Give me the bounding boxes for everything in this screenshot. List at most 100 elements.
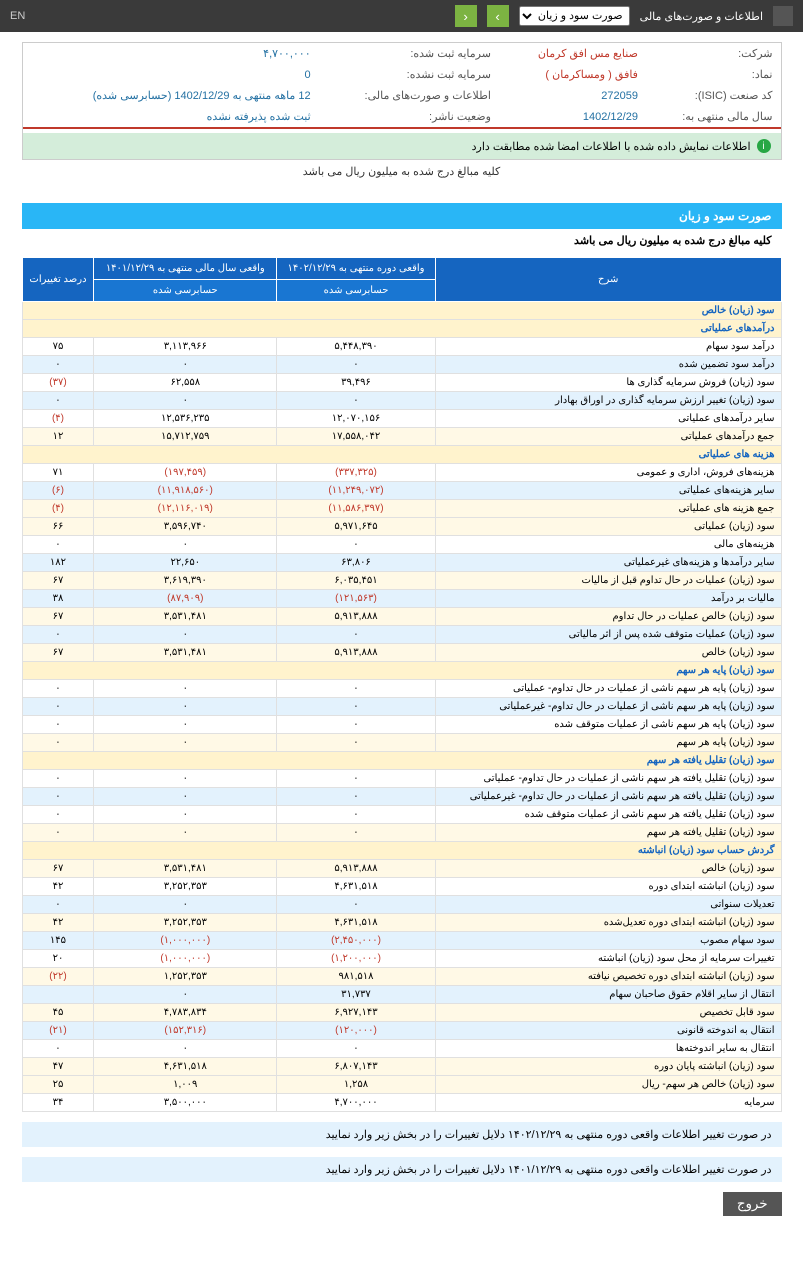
table-row: سود (زیان) خالص هر سهم- ریال۱,۲۵۸۱,۰۰۹۲۵	[22, 1076, 781, 1094]
row-desc: سود (زیان) خالص هر سهم- ریال	[435, 1076, 781, 1094]
row-v1: ۴,۶۳۱,۵۱۸	[277, 878, 436, 896]
row-chg: (۴)	[22, 410, 94, 428]
table-row: سود (زیان) عملیات در حال تداوم قبل از ما…	[22, 572, 781, 590]
row-chg: ۱۴۵	[22, 932, 94, 950]
table-row: سود (زیان) تقلیل یافته هر سهم ناشی از عم…	[22, 806, 781, 824]
row-v1: (۱۱,۵۸۶,۳۹۷)	[277, 500, 436, 518]
row-chg: ۴۲	[22, 878, 94, 896]
exit-button[interactable]: خروج	[723, 1192, 782, 1216]
row-desc: سود (زیان) پایه هر سهم ناشی از عملیات در…	[435, 698, 781, 716]
row-desc: سود (زیان) عملیاتی	[435, 518, 781, 536]
lang-en[interactable]: EN	[10, 10, 25, 22]
section-subtitle: کلیه مبالغ درج شده به میلیون ریال می باش…	[22, 229, 782, 252]
row-v1: ۰	[277, 680, 436, 698]
row-chg: ۳۴	[22, 1094, 94, 1112]
row-desc: سایر درآمدها و هزینه‌های غیرعملیاتی	[435, 554, 781, 572]
row-chg: ۰	[22, 680, 94, 698]
row-desc: سود (زیان) عملیات در حال تداوم قبل از ما…	[435, 572, 781, 590]
row-desc: سود (زیان) انباشته ابتدای دوره تخصیص نیا…	[435, 968, 781, 986]
table-row: سود (زیان) فروش سرمایه گذاری ها۳۹,۴۹۶۶۲,…	[22, 374, 781, 392]
statement-select[interactable]: صورت سود و زیان	[519, 6, 630, 26]
row-chg: ۶۷	[22, 644, 94, 662]
row-v1: (۳۳۷,۳۲۵)	[277, 464, 436, 482]
row-v2: ۱,۲۵۲,۳۵۳	[94, 968, 277, 986]
row-desc: هزینه‌های مالی	[435, 536, 781, 554]
row-desc: هزینه های عملیاتی	[22, 446, 781, 464]
row-chg: ۶۷	[22, 860, 94, 878]
next-button[interactable]: ›	[487, 5, 509, 27]
row-chg: ۷۵	[22, 338, 94, 356]
table-row: سایر هزینه‌های عملیاتی(۱۱,۲۴۹,۰۷۲)(۱۱,۹۱…	[22, 482, 781, 500]
row-v2: ۰	[94, 896, 277, 914]
row-desc: تغییرات سرمایه از محل سود (زیان) انباشته	[435, 950, 781, 968]
row-desc: جمع درآمدهای عملیاتی	[435, 428, 781, 446]
row-chg: (۲۱)	[22, 1022, 94, 1040]
row-chg: ۴۵	[22, 1004, 94, 1022]
row-desc: سود (زیان) انباشته ابتدای دوره	[435, 878, 781, 896]
row-v1: ۵,۹۱۳,۸۸۸	[277, 860, 436, 878]
row-desc: گردش حساب سود (زیان) انباشته	[22, 842, 781, 860]
row-v1: ۵,۹۱۳,۸۸۸	[277, 644, 436, 662]
table-row: سود (زیان) عملیاتی۵,۹۷۱,۶۴۵۳,۵۹۶,۷۴۰۶۶	[22, 518, 781, 536]
row-v1: ۰	[277, 626, 436, 644]
isic: 272059	[499, 85, 646, 106]
row-v2: ۰	[94, 716, 277, 734]
row-v1: ۶,۸۰۷,۱۴۳	[277, 1058, 436, 1076]
capital-unreg-label: سرمایه ثبت نشده:	[319, 64, 499, 85]
table-row: سود (زیان) خالص عملیات در حال تداوم۵,۹۱۳…	[22, 608, 781, 626]
table-row: درآمد سود تضمین شده۰۰۰	[22, 356, 781, 374]
table-row: تعدیلات سنواتی۰۰۰	[22, 896, 781, 914]
row-v2: ۱۵,۷۱۲,۷۵۹	[94, 428, 277, 446]
isic-label: کد صنعت (ISIC):	[646, 85, 781, 106]
row-chg: ۰	[22, 356, 94, 374]
row-chg: ۰	[22, 536, 94, 554]
row-v1: ۰	[277, 716, 436, 734]
row-v1: ۱,۲۵۸	[277, 1076, 436, 1094]
row-desc: سود (زیان) خالص عملیات در حال تداوم	[435, 608, 781, 626]
table-row: انتقال به اندوخته قانونی(۱۲۰,۰۰۰)(۱۵۲,۳۱…	[22, 1022, 781, 1040]
row-v2: ۰	[94, 1040, 277, 1058]
company-name: صنایع مس افق کرمان	[499, 43, 646, 64]
row-v1: ۵,۹۱۳,۸۸۸	[277, 608, 436, 626]
row-v2: ۰	[94, 680, 277, 698]
row-v1: (۱۲۰,۰۰۰)	[277, 1022, 436, 1040]
row-chg: ۰	[22, 392, 94, 410]
row-v1: ۵,۹۷۱,۶۴۵	[277, 518, 436, 536]
table-row: جمع درآمدهای عملیاتی۱۷,۵۵۸,۰۴۲۱۵,۷۱۲,۷۵۹…	[22, 428, 781, 446]
row-v2: ۳,۵۹۶,۷۴۰	[94, 518, 277, 536]
row-desc: سود (زیان) تقلیل یافته هر سهم	[22, 752, 781, 770]
prev-button[interactable]: ‹	[455, 5, 477, 27]
footer-note1: در صورت تغییر اطلاعات واقعی دوره منتهی ب…	[22, 1122, 782, 1147]
row-v1: ۰	[277, 770, 436, 788]
row-chg: ۶۷	[22, 572, 94, 590]
row-chg	[22, 986, 94, 1004]
capital-reg-label: سرمایه ثبت شده:	[319, 43, 499, 64]
row-chg: ۴۷	[22, 1058, 94, 1076]
row-chg: ۱۸۲	[22, 554, 94, 572]
row-desc: سود (زیان) تقلیل یافته هر سهم ناشی از عم…	[435, 770, 781, 788]
row-v2: (۱۲,۱۱۶,۰۱۹)	[94, 500, 277, 518]
row-v1: ۰	[277, 734, 436, 752]
row-desc: سود قابل تخصیص	[435, 1004, 781, 1022]
table-row: درآمدهای عملیاتی	[22, 320, 781, 338]
row-v2: ۳,۵۰۰,۰۰۰	[94, 1094, 277, 1112]
row-desc: سود سهام مصوب	[435, 932, 781, 950]
row-chg: (۶)	[22, 482, 94, 500]
row-chg: ۶۶	[22, 518, 94, 536]
row-v2: ۰	[94, 356, 277, 374]
row-desc: سایر درآمدهای عملیاتی	[435, 410, 781, 428]
row-v2: ۴,۷۸۳,۸۳۴	[94, 1004, 277, 1022]
company-info: شرکت: صنایع مس افق کرمان سرمایه ثبت شده:…	[22, 42, 782, 160]
row-desc: درآمدهای عملیاتی	[22, 320, 781, 338]
row-desc: سود (زیان) پایه هر سهم	[435, 734, 781, 752]
check-icon: i	[757, 139, 771, 153]
row-v2: (۱,۰۰۰,۰۰۰)	[94, 932, 277, 950]
row-desc: سرمایه	[435, 1094, 781, 1112]
symbol: فافق ( ومساکرمان )	[499, 64, 646, 85]
row-chg: (۳۷)	[22, 374, 94, 392]
table-row: سود (زیان) پایه هر سهم ناشی از عملیات در…	[22, 680, 781, 698]
row-v2: ۰	[94, 986, 277, 1004]
year: 1402/12/29	[499, 106, 646, 127]
footer-note2: در صورت تغییر اطلاعات واقعی دوره منتهی ب…	[22, 1157, 782, 1182]
income-table: شرح واقعی دوره منتهی به ۱۴۰۲/۱۲/۲۹ واقعی…	[22, 257, 782, 1112]
